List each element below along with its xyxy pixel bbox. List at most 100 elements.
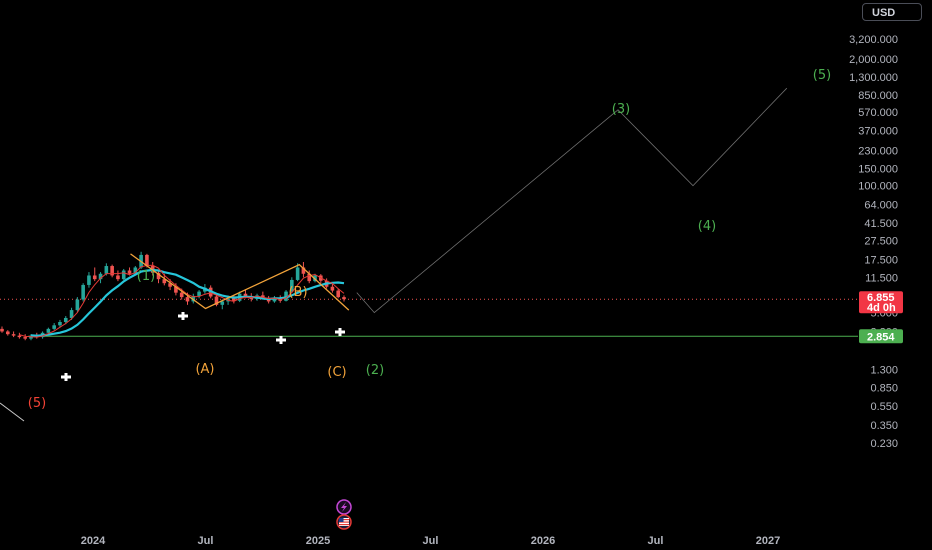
- candle: [63, 316, 68, 325]
- candle-body: [272, 297, 277, 302]
- candle-body: [17, 335, 22, 338]
- lightning-icon: [336, 499, 352, 515]
- candle: [92, 267, 97, 282]
- wave-label: (B): [288, 285, 307, 300]
- candle-body: [5, 331, 10, 335]
- candle-body: [23, 337, 27, 339]
- candle: [290, 277, 294, 293]
- y-tick-label: 0.350: [870, 420, 898, 432]
- candle-body: [191, 295, 196, 302]
- candle: [11, 331, 16, 338]
- candle: [284, 290, 288, 302]
- wave-label: (1): [137, 269, 155, 284]
- candle-body: [110, 266, 114, 276]
- candle: [0, 326, 4, 333]
- candle-body: [197, 291, 201, 296]
- candle-body: [284, 291, 288, 301]
- y-tick-label: 0.230: [870, 438, 898, 450]
- candle-body: [52, 325, 56, 329]
- y-tick-label: 1,300.000: [849, 72, 898, 84]
- candle-body: [174, 286, 178, 293]
- moving-average-long: [30, 268, 345, 337]
- candle-body: [11, 334, 16, 336]
- candle-body: [121, 270, 126, 280]
- x-tick-label: 2025: [306, 535, 330, 547]
- candle: [127, 267, 132, 276]
- signal-marker: [61, 373, 71, 381]
- y-tick-label: 0.850: [870, 383, 898, 395]
- candle-body: [98, 273, 103, 280]
- candle: [23, 334, 27, 341]
- marker-v: [181, 312, 185, 320]
- x-tick-label: 2024: [81, 535, 106, 547]
- candle-body: [290, 279, 294, 292]
- candle: [214, 293, 219, 307]
- candle-body: [220, 301, 225, 305]
- y-tick-label: 0.550: [870, 401, 898, 413]
- wave-label: (C): [327, 365, 346, 380]
- candle-body: [330, 286, 335, 291]
- candle-body: [243, 293, 248, 297]
- candle: [52, 323, 56, 331]
- support-price-value: 2.854: [867, 331, 895, 343]
- y-tick-label: 850.000: [858, 90, 898, 102]
- candle: [330, 283, 335, 293]
- candle: [342, 295, 346, 302]
- candle-body: [162, 279, 167, 284]
- current-price-tag-bg: [859, 291, 903, 314]
- candle: [336, 288, 341, 299]
- flag-stripe: [339, 524, 349, 526]
- candle-body: [133, 267, 138, 274]
- wave-label: (3): [612, 102, 630, 117]
- event-icons[interactable]: [336, 499, 352, 530]
- y-tick-label: 370.000: [858, 125, 898, 137]
- candle-body: [232, 298, 236, 301]
- candle: [116, 270, 120, 282]
- x-tick-label: Jul: [198, 535, 214, 547]
- signal-marker: [335, 328, 345, 336]
- candle-body: [127, 270, 132, 274]
- candle-body: [63, 317, 68, 322]
- y-tick-label: 2,000.000: [849, 54, 898, 66]
- candle: [81, 283, 85, 302]
- candle: [5, 330, 10, 336]
- candle: [75, 297, 80, 312]
- abc-correction-line: [130, 253, 350, 311]
- support-price-tag: 2.854: [859, 329, 903, 344]
- candle: [301, 261, 306, 278]
- current-price-countdown: 4d 0h: [867, 302, 896, 314]
- support-price-tag-bg: [859, 329, 903, 344]
- candle: [87, 272, 91, 288]
- candle: [121, 268, 126, 280]
- candle-body: [0, 328, 4, 332]
- candle-body: [87, 275, 91, 285]
- marker-v: [279, 336, 283, 344]
- candle-body: [307, 273, 312, 282]
- x-tick-label: Jul: [648, 535, 664, 547]
- flag-stripe: [339, 519, 349, 521]
- candle: [69, 307, 74, 320]
- candle-body: [104, 266, 109, 274]
- candle-body: [185, 297, 190, 302]
- y-tick-label: 11.500: [865, 272, 898, 284]
- markers-layer: [61, 312, 345, 381]
- signal-marker: [178, 312, 188, 320]
- current-price-value: 6.855: [867, 292, 895, 304]
- candle-body: [342, 297, 346, 300]
- candle: [110, 264, 114, 278]
- x-tick-label: Jul: [423, 535, 439, 547]
- candle-body: [295, 267, 300, 280]
- candle-body: [46, 328, 51, 333]
- y-tick-label: 1.300: [870, 365, 898, 377]
- y-tick-label: 100.000: [858, 181, 898, 193]
- x-axis[interactable]: 2024 Jul 2025 Jul 2026 Jul 2027: [81, 535, 780, 547]
- currency-button[interactable]: USD: [862, 3, 922, 21]
- candle-body: [179, 292, 184, 298]
- moving-average-short: [19, 264, 345, 338]
- x-tick-label: 2026: [531, 535, 555, 547]
- candle: [156, 270, 161, 284]
- marker-v: [338, 328, 342, 336]
